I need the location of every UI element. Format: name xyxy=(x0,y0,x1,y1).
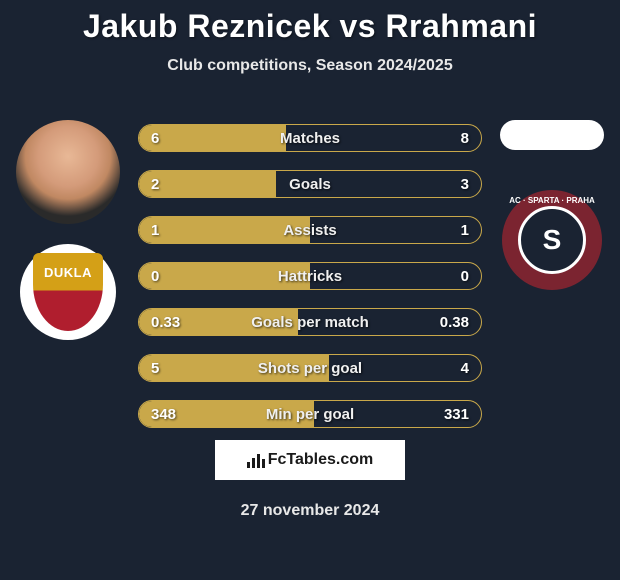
subtitle: Club competitions, Season 2024/2025 xyxy=(0,57,620,75)
stat-row: 1Assists1 xyxy=(138,216,482,244)
sparta-ring-text: AC · SPARTA · PRAHA xyxy=(509,196,595,205)
stat-value-right: 0.38 xyxy=(440,314,469,331)
left-player-column: DUKLA xyxy=(8,120,128,340)
stat-label: Assists xyxy=(139,222,481,239)
right-club-badge: AC · SPARTA · PRAHA S xyxy=(502,190,602,290)
stat-value-right: 8 xyxy=(461,130,469,147)
right-player-column: AC · SPARTA · PRAHA S xyxy=(492,120,612,290)
stat-label: Goals per match xyxy=(139,314,481,331)
stat-label: Hattricks xyxy=(139,268,481,285)
stat-row: 0Hattricks0 xyxy=(138,262,482,290)
stat-row: 0.33Goals per match0.38 xyxy=(138,308,482,336)
stat-label: Goals xyxy=(139,176,481,193)
stat-row: 6Matches8 xyxy=(138,124,482,152)
right-club-letter: S xyxy=(543,224,562,256)
brand-text: FcTables.com xyxy=(268,451,374,469)
stat-row: 2Goals3 xyxy=(138,170,482,198)
right-player-photo xyxy=(500,120,604,150)
stat-value-right: 331 xyxy=(444,406,469,423)
stats-container: 6Matches8 2Goals3 1Assists1 0Hattricks0 0.33… xyxy=(138,124,482,446)
stat-label: Matches xyxy=(139,130,481,147)
stat-label: Shots per goal xyxy=(139,360,481,377)
left-club-name: DUKLA xyxy=(44,265,92,280)
dukla-shield-icon: DUKLA xyxy=(33,253,103,331)
stat-value-right: 0 xyxy=(461,268,469,285)
stat-value-right: 4 xyxy=(461,360,469,377)
left-club-badge: DUKLA xyxy=(20,244,116,340)
page-title: Jakub Reznicek vs Rrahmani xyxy=(0,0,620,45)
stat-row: 348Min per goal331 xyxy=(138,400,482,428)
brand-box[interactable]: FcTables.com xyxy=(215,440,405,480)
sparta-inner-icon: S xyxy=(518,206,586,274)
stat-value-right: 1 xyxy=(461,222,469,239)
stat-value-right: 3 xyxy=(461,176,469,193)
stat-label: Min per goal xyxy=(139,406,481,423)
stat-row: 5Shots per goal4 xyxy=(138,354,482,382)
left-player-photo xyxy=(16,120,120,224)
date-text: 27 november 2024 xyxy=(0,502,620,520)
brand-chart-icon xyxy=(247,452,265,468)
